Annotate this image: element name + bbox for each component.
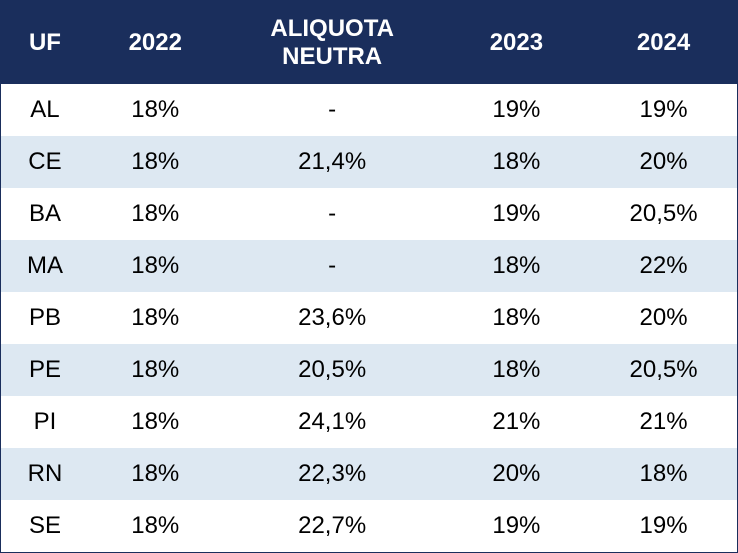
table-header-row: UF 2022 ALIQUOTANEUTRA 2023 2024 xyxy=(1,1,738,85)
table-row: PE 18% 20,5% 18% 20,5% xyxy=(1,344,738,396)
cell-2023: 18% xyxy=(443,136,590,188)
cell-2023: 19% xyxy=(443,188,590,240)
table-row: CE 18% 21,4% 18% 20% xyxy=(1,136,738,188)
cell-2023: 18% xyxy=(443,292,590,344)
col-header-2022: 2022 xyxy=(89,1,222,85)
cell-2023: 21% xyxy=(443,396,590,448)
cell-2022: 18% xyxy=(89,136,222,188)
cell-2023: 20% xyxy=(443,448,590,500)
cell-neutra: 23,6% xyxy=(222,292,443,344)
cell-neutra: - xyxy=(222,188,443,240)
cell-2023: 18% xyxy=(443,240,590,292)
cell-2024: 20% xyxy=(590,292,737,344)
cell-2022: 18% xyxy=(89,344,222,396)
cell-2024: 22% xyxy=(590,240,737,292)
cell-2024: 19% xyxy=(590,84,737,136)
table-row: MA 18% - 18% 22% xyxy=(1,240,738,292)
cell-neutra: 24,1% xyxy=(222,396,443,448)
col-header-uf: UF xyxy=(1,1,89,85)
cell-2022: 18% xyxy=(89,448,222,500)
cell-2023: 18% xyxy=(443,344,590,396)
table-row: RN 18% 22,3% 20% 18% xyxy=(1,448,738,500)
table-row: PB 18% 23,6% 18% 20% xyxy=(1,292,738,344)
col-header-aliquota-neutra: ALIQUOTANEUTRA xyxy=(222,1,443,85)
cell-uf: MA xyxy=(1,240,89,292)
cell-uf: SE xyxy=(1,500,89,553)
cell-uf: PB xyxy=(1,292,89,344)
cell-uf: PI xyxy=(1,396,89,448)
cell-2024: 21% xyxy=(590,396,737,448)
cell-neutra: 21,4% xyxy=(222,136,443,188)
table-row: PI 18% 24,1% 21% 21% xyxy=(1,396,738,448)
cell-2022: 18% xyxy=(89,188,222,240)
cell-2024: 20% xyxy=(590,136,737,188)
cell-2022: 18% xyxy=(89,292,222,344)
table-row: AL 18% - 19% 19% xyxy=(1,84,738,136)
cell-neutra: 22,7% xyxy=(222,500,443,553)
cell-2024: 18% xyxy=(590,448,737,500)
cell-uf: RN xyxy=(1,448,89,500)
table-row: SE 18% 22,7% 19% 19% xyxy=(1,500,738,553)
cell-2022: 18% xyxy=(89,240,222,292)
cell-uf: CE xyxy=(1,136,89,188)
cell-neutra: 20,5% xyxy=(222,344,443,396)
cell-2023: 19% xyxy=(443,84,590,136)
cell-2024: 20,5% xyxy=(590,188,737,240)
cell-2024: 20,5% xyxy=(590,344,737,396)
cell-uf: BA xyxy=(1,188,89,240)
col-header-2023: 2023 xyxy=(443,1,590,85)
cell-uf: AL xyxy=(1,84,89,136)
cell-neutra: 22,3% xyxy=(222,448,443,500)
col-header-2024: 2024 xyxy=(590,1,737,85)
table-row: BA 18% - 19% 20,5% xyxy=(1,188,738,240)
cell-neutra: - xyxy=(222,84,443,136)
cell-2022: 18% xyxy=(89,396,222,448)
cell-2022: 18% xyxy=(89,84,222,136)
cell-2023: 19% xyxy=(443,500,590,553)
cell-neutra: - xyxy=(222,240,443,292)
cell-2024: 19% xyxy=(590,500,737,553)
cell-uf: PE xyxy=(1,344,89,396)
aliquota-table: UF 2022 ALIQUOTANEUTRA 2023 2024 AL 18% … xyxy=(0,0,738,553)
cell-2022: 18% xyxy=(89,500,222,553)
